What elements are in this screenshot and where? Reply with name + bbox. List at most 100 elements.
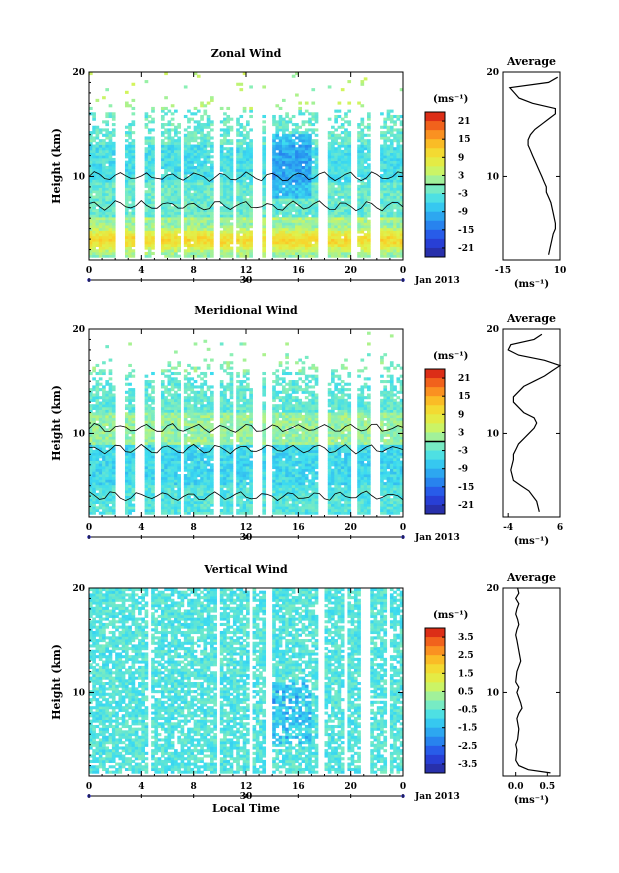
average-profile-line [515, 587, 551, 774]
average-frame [502, 328, 561, 518]
colorbar-tick-label: 21 [458, 374, 471, 384]
colorbar-swatch [425, 378, 445, 388]
zero-contour [88, 200, 404, 212]
colorbar-swatch [425, 157, 445, 167]
y-tick-label: 10 [72, 688, 85, 698]
panel-meridional: Meridional Wind 0 4 8 12 16 20 0 10 20 Height (km)… [50, 304, 474, 543]
date-label: Jan 2013 [414, 276, 460, 286]
x-tick-label: 4 [138, 782, 144, 792]
colorbar-swatch [425, 718, 445, 729]
date-label: Jan 2013 [414, 533, 460, 543]
colorbar-swatch [425, 193, 445, 204]
colorbar-swatch [425, 477, 445, 488]
x-tick-label: 8 [191, 523, 197, 533]
zero-contour [88, 171, 404, 182]
colorbar-swatch [425, 369, 445, 379]
x-tick-label: 16 [292, 523, 305, 533]
colorbar-swatch [425, 423, 445, 433]
day-label: 30 [240, 792, 253, 802]
colorbar-swatch [425, 387, 445, 397]
colorbar-swatch [425, 441, 445, 452]
colorbar-swatch [425, 673, 445, 683]
x-tick-label: 20 [344, 523, 357, 533]
colorbar-swatch [425, 709, 445, 720]
average-x-axis-label: (ms⁻¹) [514, 795, 549, 806]
colorbar-swatch [425, 763, 445, 774]
colorbar-swatch [425, 139, 445, 149]
colorbar-swatch [425, 202, 445, 213]
colorbar-swatch [425, 745, 445, 756]
x-tick-label: 12 [240, 266, 253, 276]
colorbar-swatch [425, 184, 445, 195]
day-label: 30 [240, 533, 253, 543]
y-axis-label: Height (km) [50, 385, 63, 461]
x-tick-label: 20 [344, 266, 357, 276]
colorbar: (ms⁻¹) 21 15 9 3 -3 -9 -15 -21 [424, 94, 474, 258]
colorbar-swatch [425, 432, 445, 442]
colorbar-swatch [425, 655, 445, 665]
colorbar-tick-label: -9 [458, 465, 468, 475]
average-x-tick-label: 0.5 [539, 782, 555, 792]
x-tick-label: 8 [191, 782, 197, 792]
average-y-tick-label: 10 [486, 688, 499, 698]
colorbar-tick-label: -15 [458, 226, 474, 236]
colorbar-swatch [425, 229, 445, 240]
average-frame [502, 71, 561, 261]
x-axis-label: Local Time [212, 802, 280, 815]
colorbar-swatch [425, 238, 445, 249]
average-x-tick-label: 10 [554, 266, 567, 276]
colorbar-swatch [425, 166, 445, 176]
x-tick-label: 4 [138, 266, 144, 276]
colorbar-tick-label: -3.5 [458, 760, 477, 770]
colorbar-tick-label: 0.5 [458, 687, 474, 697]
x-tick-label: 0 [400, 523, 406, 533]
colorbar-tick-label: -9 [458, 208, 468, 218]
colorbar-swatch [425, 628, 445, 638]
panel-vertical: Vertical Wind 0 4 8 12 16 20 0 10 20 Height (km) 30… [50, 563, 477, 815]
colorbar-swatch [425, 121, 445, 131]
colorbar-tick-label: 3 [458, 428, 464, 438]
colorbar-tick-label: 15 [458, 135, 471, 145]
x-tick-label: 0 [400, 266, 406, 276]
colorbar-swatch [425, 175, 445, 185]
x-tick-label: 4 [138, 523, 144, 533]
panel-title: Meridional Wind [194, 304, 298, 317]
colorbar-swatch [425, 736, 445, 747]
average-title: Average [506, 312, 556, 325]
zero-contour [88, 443, 404, 455]
y-tick-label: 10 [72, 172, 85, 182]
x-tick-label: 20 [344, 782, 357, 792]
colorbar-tick-label: -3 [458, 190, 468, 200]
colorbar-tick-label: 2.5 [458, 651, 474, 661]
colorbar-tick-label: 9 [458, 410, 464, 420]
colorbar-unit-label: (ms⁻¹) [433, 351, 468, 362]
x-tick-label: 0 [400, 782, 406, 792]
average-title: Average [506, 571, 556, 584]
y-tick-label: 10 [72, 429, 85, 439]
average-x-tick-label: -4 [503, 523, 513, 533]
day-label: 30 [240, 276, 253, 286]
y-tick-label: 20 [72, 325, 85, 335]
colorbar-tick-label: -21 [458, 244, 474, 254]
colorbar-tick-label: 3 [458, 171, 464, 181]
date-label: Jan 2013 [414, 792, 460, 802]
colorbar-tick-label: 9 [458, 153, 464, 163]
colorbar-swatch [425, 700, 445, 711]
average-profile-line [508, 76, 558, 255]
x-tick-label: 0 [86, 266, 92, 276]
colorbar-swatch [425, 414, 445, 424]
average-y-tick-label: 20 [486, 584, 499, 594]
average-y-tick-label: 10 [486, 429, 499, 439]
colorbar-tick-label: -2.5 [458, 742, 477, 752]
colorbar-tick-label: 3.5 [458, 633, 474, 643]
x-tick-label: 12 [240, 782, 253, 792]
average-x-tick-label: 0.0 [508, 782, 524, 792]
colorbar-swatch [425, 459, 445, 470]
heatmap-cells [89, 588, 404, 774]
y-tick-label: 20 [72, 584, 85, 594]
colorbar-tick-label: -15 [458, 483, 474, 493]
colorbar-swatch [425, 211, 445, 222]
colorbar-swatch [425, 504, 445, 515]
colorbar-swatch [425, 450, 445, 461]
colorbar-tick-label: 1.5 [458, 669, 474, 679]
